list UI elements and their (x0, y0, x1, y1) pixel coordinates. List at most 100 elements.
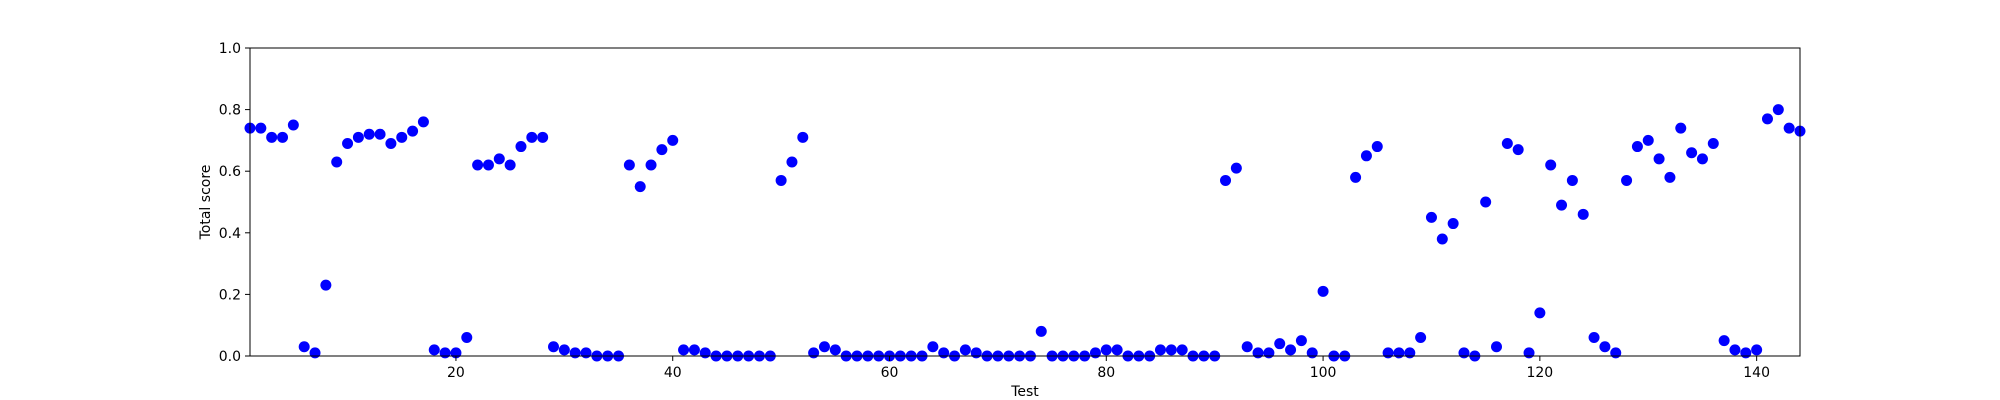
data-point (623, 159, 635, 171)
data-point (1317, 285, 1329, 297)
x-tick-label: 60 (881, 365, 899, 381)
data-point (287, 119, 299, 131)
data-point (298, 341, 310, 353)
y-tick-label: 0.0 (219, 349, 241, 365)
data-point (667, 134, 679, 146)
data-point (1545, 159, 1557, 171)
data-point (1393, 347, 1405, 359)
data-point (1501, 137, 1513, 149)
data-point (1035, 325, 1047, 337)
x-tick-label: 80 (1097, 365, 1115, 381)
data-point (1610, 347, 1622, 359)
data-point (266, 131, 278, 143)
data-point (1252, 347, 1264, 359)
data-point (1285, 344, 1297, 356)
data-point (1306, 347, 1318, 359)
data-point (1415, 332, 1427, 344)
data-point (927, 341, 939, 353)
data-point (439, 347, 451, 359)
y-tick-label: 0.2 (219, 287, 241, 303)
x-tick-label: 40 (664, 365, 682, 381)
data-point (797, 131, 809, 143)
data-point (417, 116, 429, 128)
y-tick-label: 0.4 (219, 226, 241, 242)
data-point (1675, 122, 1687, 134)
data-point (1729, 344, 1741, 356)
data-point (461, 332, 473, 344)
data-point (396, 131, 408, 143)
data-points (244, 104, 1806, 362)
data-point (537, 131, 549, 143)
data-point (385, 137, 397, 149)
data-point (320, 279, 332, 291)
y-axis-ticks: 0.0 0.2 0.4 0.6 0.8 1.0 (219, 41, 250, 365)
data-point (1350, 171, 1362, 183)
data-point (374, 128, 386, 140)
data-point (1458, 347, 1470, 359)
data-point (342, 137, 354, 149)
y-tick-label: 0.8 (219, 103, 241, 119)
plot-area-frame (249, 47, 1801, 357)
data-point (1220, 174, 1232, 186)
data-point (1653, 153, 1665, 165)
data-point (829, 344, 841, 356)
data-point (1263, 347, 1275, 359)
data-point (1751, 344, 1763, 356)
data-point (938, 347, 950, 359)
data-point (1556, 199, 1568, 211)
data-point (634, 181, 646, 193)
data-point (1404, 347, 1416, 359)
data-point (1577, 208, 1589, 220)
data-point (558, 344, 570, 356)
data-point (1360, 150, 1372, 162)
data-point (277, 131, 289, 143)
data-point (808, 347, 820, 359)
data-point (1230, 162, 1242, 174)
data-point (1371, 141, 1383, 153)
data-point (1165, 344, 1177, 356)
y-tick-label: 1.0 (219, 41, 241, 57)
data-point (699, 347, 711, 359)
x-tick-label: 140 (1743, 365, 1770, 381)
data-point (1447, 218, 1459, 230)
data-point (1783, 122, 1795, 134)
data-point (515, 141, 527, 153)
data-point (428, 344, 440, 356)
data-point (1274, 338, 1286, 350)
data-point (688, 344, 700, 356)
data-point (1588, 332, 1600, 344)
data-point (1491, 341, 1502, 353)
data-point (1707, 137, 1719, 149)
data-point (786, 156, 798, 168)
y-axis-label: Total score (198, 165, 214, 241)
data-point (1566, 174, 1578, 186)
data-point (775, 174, 787, 186)
x-axis-label: Test (1010, 384, 1039, 400)
data-point (493, 153, 505, 165)
data-point (818, 341, 830, 353)
data-point (1686, 147, 1698, 159)
data-point (363, 128, 375, 140)
data-point (569, 347, 581, 359)
data-point (1642, 134, 1654, 146)
data-point (309, 347, 321, 359)
data-point (1176, 344, 1188, 356)
x-axis-ticks: 20 40 60 80 100 120 140 (447, 356, 1770, 381)
data-point (678, 344, 690, 356)
data-point (1534, 307, 1546, 319)
data-point (1382, 347, 1394, 359)
data-point (1718, 335, 1730, 347)
data-point (1740, 347, 1752, 359)
data-point (526, 131, 538, 143)
data-point (1761, 113, 1773, 125)
data-point (1772, 104, 1784, 116)
data-point (482, 159, 494, 171)
data-point (407, 125, 419, 137)
data-point (580, 347, 592, 359)
data-point (1631, 141, 1643, 153)
data-point (1111, 344, 1123, 356)
data-point (1523, 347, 1535, 359)
data-point (504, 159, 516, 171)
data-point (1599, 341, 1611, 353)
